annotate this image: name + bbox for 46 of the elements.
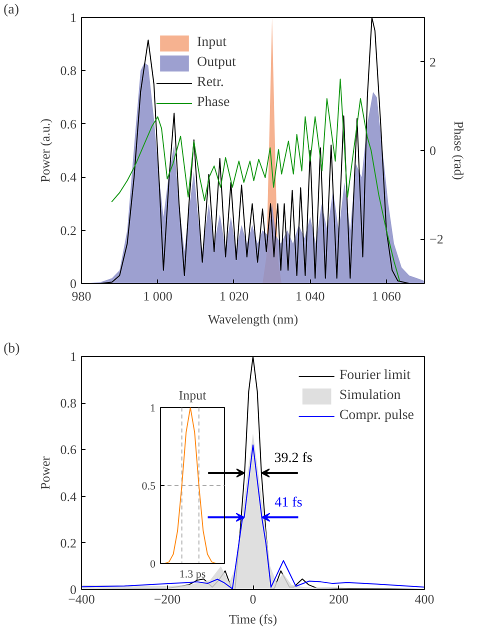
y-tick-label: 0.2 (60, 535, 76, 550)
x-tick-label: 1 060 (372, 288, 402, 304)
y-tick-label: 0.8 (60, 396, 76, 411)
annotation: 39.2 fs (274, 451, 312, 466)
x-axis-title: 1.3 ps (179, 568, 206, 580)
chart-title: (a) (4, 2, 20, 18)
y2-tick-label: −2 (430, 232, 444, 247)
y-tick-label: 0.4 (60, 170, 77, 185)
y2-axis-title: Phase (rad) (451, 121, 466, 180)
x-tick-label: 1 000 (143, 288, 172, 304)
y-tick-label: 0.2 (60, 222, 76, 238)
line-series (111, 78, 400, 282)
x-tick-label: −200 (154, 592, 181, 606)
y-tick-label: 0.6 (60, 442, 77, 458)
legend-label: Output (197, 54, 236, 72)
x-tick-label: 0 (250, 592, 256, 606)
y-tick-label: 0.6 (60, 116, 77, 132)
y-tick-label: 0.8 (60, 63, 76, 78)
y-tick-label: 0 (70, 582, 76, 597)
y-tick-label: 0 (150, 558, 156, 570)
y-axis-title: Power (37, 456, 52, 490)
x-axis-title: Time (fs) (228, 612, 278, 626)
legend-label: Phase (197, 94, 230, 112)
x-tick-label: 200 (329, 592, 348, 606)
annotation: 41 fs (274, 495, 302, 510)
y-tick-label: 0.4 (60, 488, 77, 504)
y-tick-label: 1 (70, 10, 76, 25)
legend-label: Input (197, 34, 227, 52)
y-tick-label: 1 (150, 402, 156, 414)
y-tick-label: 0.5 (142, 480, 156, 492)
x-tick-label: 1 040 (296, 288, 325, 304)
legend-label: Compr. pulse (339, 407, 414, 425)
y-tick-label: 1 (70, 349, 76, 364)
y2-tick-label: 2 (430, 54, 436, 70)
legend-label: Fourier limit (339, 367, 410, 385)
y-tick-label: 0 (70, 276, 76, 291)
y-axis-title: Power (a.u.) (37, 118, 52, 182)
x-tick-label: 1 020 (219, 288, 249, 304)
x-tick-label: 400 (414, 592, 434, 606)
x-axis-title: Wavelength (nm) (208, 312, 298, 326)
legend-label: Retr. (197, 74, 224, 92)
x-tick-label: 980 (72, 288, 92, 304)
legend-label: Simulation (339, 387, 401, 405)
chart-title: (b) (4, 342, 20, 356)
chart-title: Input (178, 388, 207, 402)
y2-tick-label: 0 (430, 143, 436, 158)
